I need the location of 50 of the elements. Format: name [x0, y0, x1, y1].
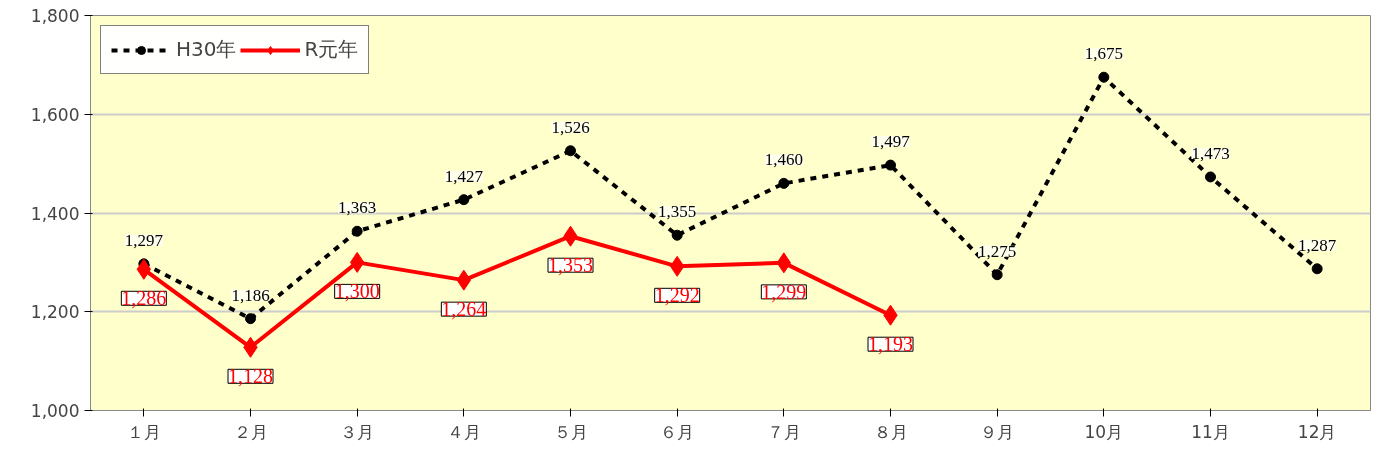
x-tick-label: ９月	[980, 421, 1015, 442]
data-label: 1,497	[871, 132, 911, 152]
x-tick-label: 11月	[1191, 421, 1230, 442]
x-tick-label: ７月	[766, 421, 801, 442]
point	[1205, 171, 1216, 183]
x-tick-label: ６月	[660, 421, 695, 442]
x-tick-label: 12月	[1297, 421, 1337, 442]
data-label: 1,299	[761, 280, 807, 303]
data-label: 1,460	[764, 150, 803, 170]
point	[671, 229, 683, 241]
x-tick-label: １月	[126, 421, 161, 442]
data-label: 1,193	[868, 333, 913, 356]
x-tick-label: ２月	[233, 421, 268, 442]
point	[991, 269, 1003, 281]
data-label: 1,363	[338, 198, 377, 218]
y-tick-label: 1,000	[30, 401, 80, 421]
data-label: 1,297	[124, 230, 164, 250]
x-tick-label: ５月	[553, 421, 588, 442]
x-tick-label: ８月	[873, 421, 908, 442]
data-label: 1,473	[1191, 143, 1230, 163]
x-tick-label: ４月	[446, 421, 481, 442]
data-label: 1,275	[978, 241, 1017, 261]
x-tick-label: 10月	[1084, 421, 1124, 442]
data-label: 1,300	[334, 280, 380, 303]
data-label: 1,128	[228, 365, 273, 388]
data-label: 1,353	[548, 254, 593, 277]
legend-label: R元年	[304, 36, 359, 63]
data-label: 1,287	[1298, 235, 1337, 255]
point	[885, 159, 896, 171]
data-label: 1,286	[121, 287, 167, 310]
data-label: 1,427	[444, 166, 484, 186]
y-tick-label: 1,800	[30, 6, 80, 26]
x-tick-label: ３月	[340, 421, 375, 442]
data-label: 1,526	[551, 117, 590, 137]
point	[1098, 71, 1110, 83]
data-label: 1,186	[231, 285, 270, 305]
point	[458, 194, 470, 206]
point	[245, 313, 256, 325]
point	[351, 225, 363, 237]
data-label: 1,264	[441, 298, 487, 321]
y-tick-label: 1,200	[30, 302, 80, 323]
data-label: 1,675	[1084, 44, 1123, 64]
point	[565, 145, 576, 157]
data-label: 1,355	[658, 202, 697, 222]
legend-label: H30年	[176, 36, 237, 63]
data-label: 1,292	[654, 284, 700, 307]
y-tick-label: 1,600	[30, 104, 80, 125]
y-tick-label: 1,400	[30, 203, 80, 224]
point	[1311, 263, 1323, 275]
point	[778, 177, 790, 189]
